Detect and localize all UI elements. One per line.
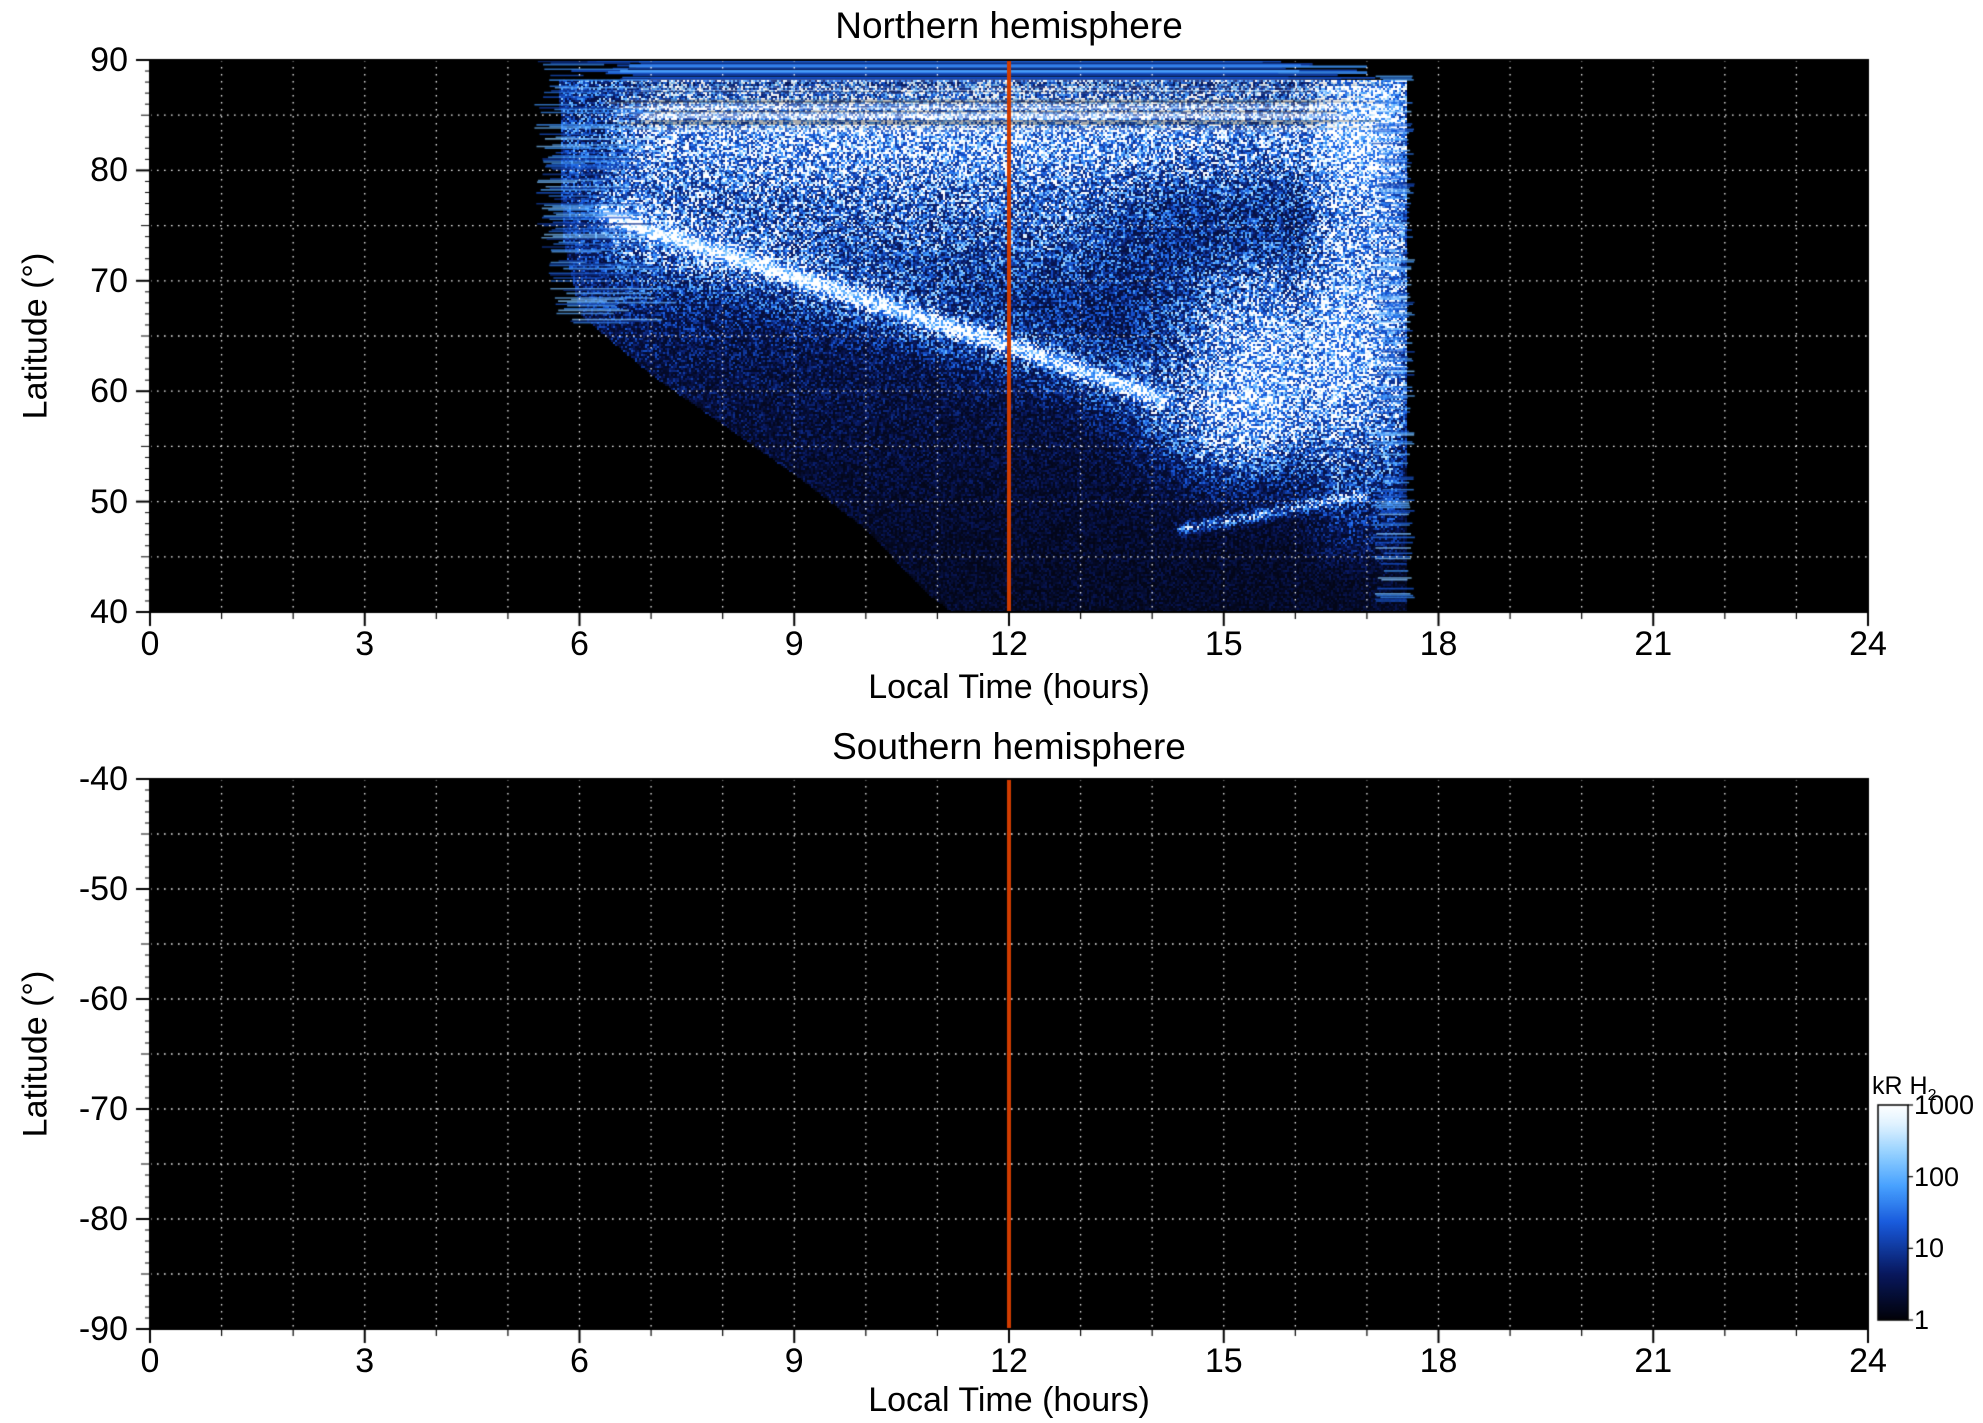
south-x-tick-label: 15 bbox=[1204, 1342, 1243, 1380]
north-y-tick-label: 60 bbox=[90, 372, 128, 411]
north-y-tick-label: 70 bbox=[90, 261, 128, 300]
south-x-tick-label: 24 bbox=[1849, 1342, 1887, 1380]
south-x-tick-label: 6 bbox=[570, 1342, 589, 1380]
colorbar-title: kR H2 bbox=[1872, 1072, 1936, 1105]
north-y-tick-label: 50 bbox=[90, 482, 128, 521]
south-y-tick-label: -60 bbox=[78, 980, 128, 1018]
north-x-tick-label: 3 bbox=[355, 625, 375, 663]
colorbar-title-text: kR H bbox=[1872, 1072, 1928, 1100]
north-y-tick-label: 80 bbox=[90, 151, 128, 190]
colorbar-tick-label: 10 bbox=[1914, 1233, 1945, 1264]
south-x-tick-label: 18 bbox=[1419, 1342, 1458, 1380]
colorbar-tick-label: 1000 bbox=[1914, 1090, 1975, 1120]
north-y-tick-label: 40 bbox=[90, 593, 128, 631]
colorbar-tick-label: 100 bbox=[1914, 1161, 1960, 1192]
north-x-tick-label: 15 bbox=[1204, 625, 1243, 663]
south-x-tick-label: 12 bbox=[990, 1342, 1028, 1380]
south-y-tick-label: -80 bbox=[78, 1200, 128, 1238]
south-x-tick-label: 0 bbox=[140, 1342, 160, 1380]
north-panel-title: Northern hemisphere bbox=[835, 5, 1183, 46]
colorbar-tick-label: 1 bbox=[1914, 1305, 1930, 1335]
south-x-axis-label: Local Time (hours) bbox=[868, 1381, 1150, 1419]
north-x-tick-label: 9 bbox=[784, 625, 804, 663]
north-x-tick-label: 6 bbox=[570, 625, 589, 663]
south-x-tick-label: 3 bbox=[355, 1342, 375, 1380]
north-y-tick-label: 90 bbox=[90, 41, 128, 79]
north-x-tick-label: 12 bbox=[990, 625, 1028, 663]
south-y-axis-label: Latitude (°) bbox=[16, 970, 55, 1138]
north-x-axis-label: Local Time (hours) bbox=[868, 668, 1150, 706]
south-y-tick-label: -40 bbox=[78, 760, 128, 798]
south-y-tick-label: -70 bbox=[78, 1090, 128, 1128]
north-x-tick-label: 18 bbox=[1419, 625, 1458, 663]
north-y-axis-label: Latitude (°) bbox=[16, 252, 55, 420]
north-x-tick-label: 21 bbox=[1634, 625, 1673, 663]
south-y-tick-label: -50 bbox=[78, 870, 128, 908]
south-y-tick-label: -90 bbox=[78, 1310, 128, 1348]
south-panel-title: Southern hemisphere bbox=[832, 726, 1186, 767]
north-x-tick-label: 24 bbox=[1849, 625, 1887, 663]
south-x-tick-label: 9 bbox=[784, 1342, 804, 1380]
south-x-tick-label: 21 bbox=[1634, 1342, 1673, 1380]
colorbar-title-sub: 2 bbox=[1927, 1087, 1937, 1104]
north-x-tick-label: 0 bbox=[140, 625, 160, 663]
